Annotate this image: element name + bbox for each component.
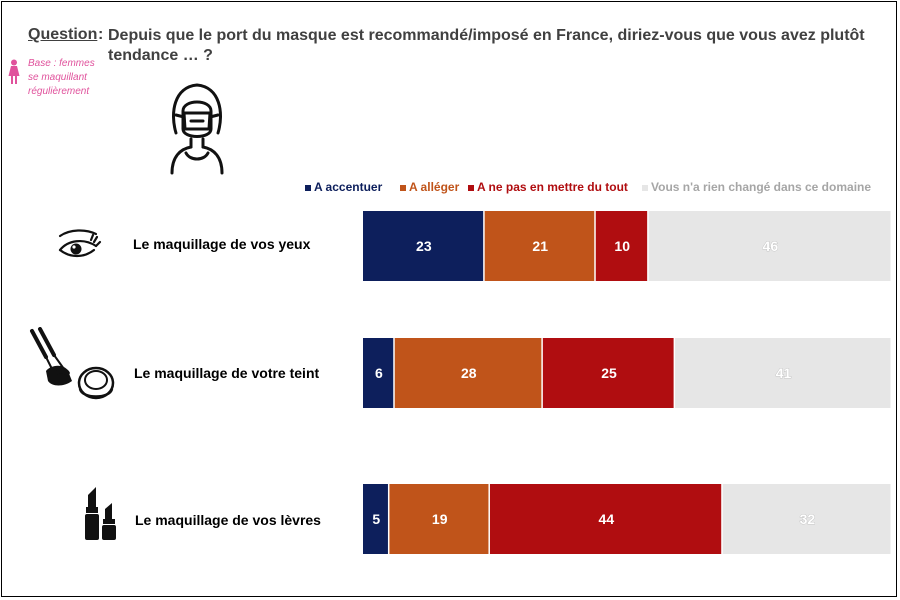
bar-alleger-row-3 <box>389 484 489 554</box>
legend-label-ne-pas-mettre: A ne pas en mettre du tout <box>477 180 628 194</box>
bar-ne-pas-mettre-row-1 <box>595 211 648 281</box>
bar-alleger-row-1 <box>484 211 595 281</box>
question-label: Question <box>28 26 98 43</box>
legend-swatch-alleger <box>400 184 406 191</box>
legend-swatch-rien-change <box>642 184 648 191</box>
bar-rien-change-row-2 <box>675 338 891 408</box>
eye-makeup-icon <box>58 229 102 258</box>
data-label-alleger-row-3: 19 <box>432 511 448 527</box>
legend-label-alleger: A alléger <box>409 180 460 194</box>
bar-accentuer-row-2 <box>363 338 394 408</box>
legend-label-rien-change: Vous n'a rien changé dans ce domaine <box>651 180 872 194</box>
question-text: Depuis que le port du masque est recomma… <box>108 27 865 64</box>
legend-item-alleger: A alléger <box>400 180 459 194</box>
data-label-rien-change-row-3: 32 <box>800 511 816 527</box>
bar-accentuer-row-3 <box>363 484 388 554</box>
bar-ne-pas-mettre-row-3 <box>489 484 722 554</box>
legend-swatch-ne-pas-mettre <box>468 184 474 191</box>
woman-with-mask-icon <box>170 83 224 175</box>
data-label-ne-pas-mettre-row-3: 44 <box>599 511 615 527</box>
data-label-rien-change-row-2: 41 <box>776 365 792 381</box>
bar-rien-change-row-3 <box>722 484 891 554</box>
row-label-yeux: Le maquillage de vos yeux <box>133 236 311 252</box>
legend-swatch-accentuer <box>305 184 311 191</box>
data-label-rien-change-row-1: 46 <box>763 238 779 254</box>
question-colon: : <box>98 26 104 43</box>
data-label-alleger-row-1: 21 <box>532 238 548 254</box>
chart-legend: A accentuer A alléger A ne pas en mettre… <box>302 180 882 196</box>
bar-rien-change-row-1 <box>648 211 891 281</box>
data-label-alleger-row-2: 28 <box>461 365 477 381</box>
bar-ne-pas-mettre-row-2 <box>542 338 674 408</box>
legend-item-ne-pas-mettre: A ne pas en mettre du tout <box>468 180 628 194</box>
legend-label-accentuer: A accentuer <box>314 180 383 194</box>
lipstick-icon <box>85 487 116 540</box>
data-label-ne-pas-mettre-row-1: 10 <box>614 238 630 254</box>
brush-and-compact-icon <box>30 327 115 400</box>
legend-item-rien-change: Vous n'a rien changé dans ce domaine <box>642 180 871 194</box>
woman-figure-icon <box>8 59 20 84</box>
bar-alleger-row-2 <box>394 338 542 408</box>
base-note: Base : femmes se maquillant régulièremen… <box>28 58 95 97</box>
data-label-accentuer-row-3: 5 <box>372 511 380 527</box>
bar-accentuer-row-1 <box>363 211 484 281</box>
row-label-levres: Le maquillage de vos lèvres <box>135 512 321 528</box>
row-label-teint: Le maquillage de votre teint <box>134 365 320 381</box>
legend-item-accentuer: A accentuer <box>305 180 382 194</box>
data-label-accentuer-row-1: 23 <box>416 238 432 254</box>
data-label-ne-pas-mettre-row-2: 25 <box>601 365 617 381</box>
data-label-accentuer-row-2: 6 <box>375 365 383 381</box>
